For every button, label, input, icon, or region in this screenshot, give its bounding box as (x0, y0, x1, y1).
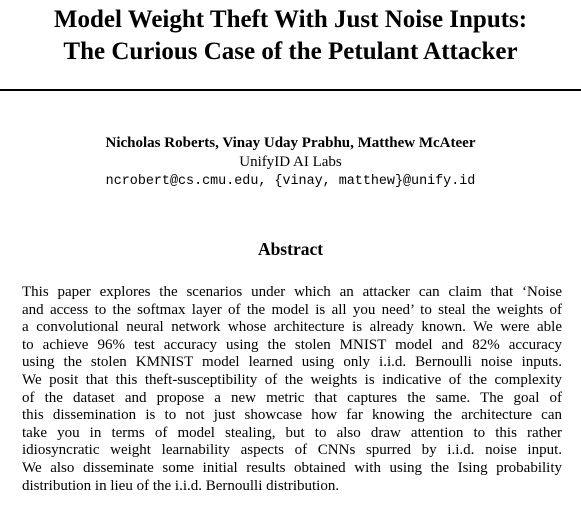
abstract-line: of the dataset and propose a new metric … (22, 389, 562, 406)
abstract-body: This paper explores the scenarios under … (22, 284, 562, 495)
abstract-line: We posit that this theft-susceptibility … (22, 371, 562, 388)
abstract-line: a convolutional neural network whose arc… (22, 319, 562, 336)
abstract-line: using the stolen KMNIST model learned us… (22, 354, 562, 371)
abstract-line: and access to the softmax layer of the m… (22, 301, 562, 318)
author-list: Nicholas Roberts, Vinay Uday Prabhu, Mat… (105, 135, 476, 151)
abstract-line: We also disseminate some initial results… (22, 459, 562, 476)
abstract-line: This paper explores the scenarios under … (22, 284, 562, 300)
abstract-heading: Abstract (257, 239, 324, 259)
paper-title: Model Weight Theft With Just Noise Input… (0, 4, 581, 68)
title-line-1: Model Weight Theft With Just Noise Input… (53, 6, 528, 33)
abstract-line: distribution in lieu of the i.i.d. Berno… (22, 477, 340, 494)
abstract-line: to achieve 96% test accuracy using the s… (22, 336, 562, 353)
affiliation: UnifyID AI Labs (239, 154, 342, 170)
author-emails: ncrobert@cs.cmu.edu, {vinay, matthew}@un… (105, 174, 476, 189)
title-line-2: The Curious Case of the Petulant Attacke… (63, 38, 518, 65)
abstract-line: take you in terms of model stealing, but… (22, 424, 562, 441)
abstract-line: this dissemination is to not just showca… (22, 407, 562, 424)
abstract-line: idiosyncratic weight learnability aspect… (22, 442, 562, 459)
title-divider (0, 89, 581, 91)
